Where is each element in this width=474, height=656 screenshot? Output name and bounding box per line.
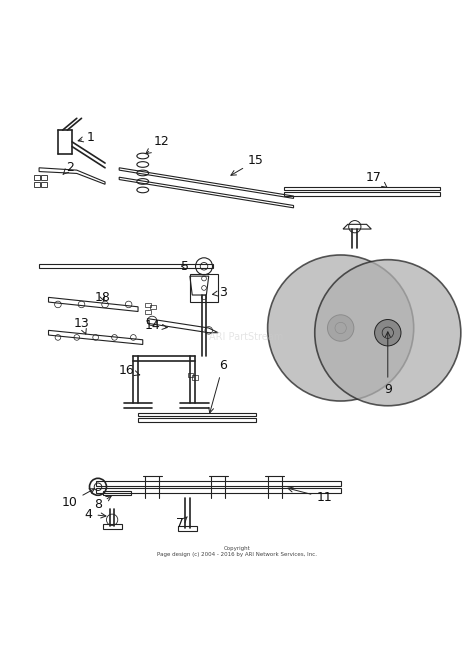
- Text: Copyright
Page design (c) 2004 - 2016 by ARI Network Services, Inc.: Copyright Page design (c) 2004 - 2016 by…: [157, 546, 317, 557]
- Circle shape: [268, 255, 414, 401]
- Circle shape: [315, 260, 461, 406]
- Text: 7: 7: [176, 517, 187, 530]
- Text: 15: 15: [231, 154, 264, 175]
- Bar: [192, 375, 198, 380]
- Text: 1: 1: [78, 131, 95, 144]
- Bar: [145, 310, 151, 314]
- Text: 6: 6: [209, 359, 227, 413]
- Bar: [35, 182, 40, 187]
- Bar: [41, 175, 47, 180]
- Text: 9: 9: [384, 332, 392, 396]
- Bar: [188, 373, 193, 377]
- Circle shape: [374, 319, 401, 346]
- Bar: [150, 305, 156, 309]
- Text: 3: 3: [212, 286, 227, 299]
- Bar: [145, 302, 151, 307]
- Text: 14: 14: [144, 319, 167, 332]
- Text: 2: 2: [63, 161, 73, 174]
- Text: 8: 8: [94, 496, 111, 511]
- Text: ARI PartStream: ARI PartStream: [210, 333, 283, 342]
- Text: 5: 5: [181, 260, 189, 274]
- Text: 18: 18: [95, 291, 110, 304]
- Bar: [35, 175, 40, 180]
- Bar: [41, 182, 47, 187]
- Text: 13: 13: [73, 317, 90, 334]
- Text: 10: 10: [62, 489, 95, 509]
- Text: 16: 16: [118, 364, 140, 377]
- Text: 11: 11: [288, 487, 332, 504]
- Circle shape: [328, 315, 354, 341]
- Text: 4: 4: [85, 508, 106, 521]
- Text: 17: 17: [366, 171, 387, 188]
- Text: 12: 12: [146, 135, 170, 154]
